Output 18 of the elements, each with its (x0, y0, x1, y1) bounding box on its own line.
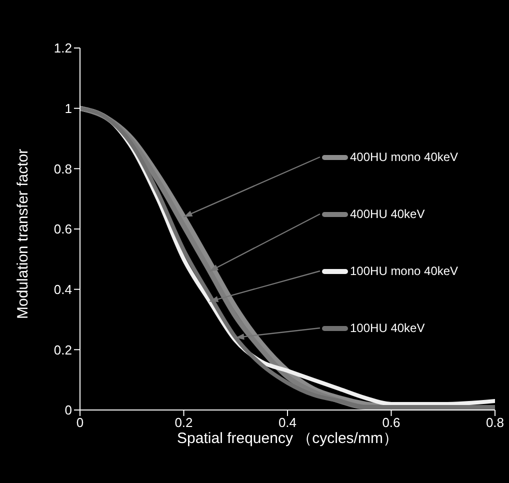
x-axis-title: Spatial frequency （cycles/mm） (177, 430, 398, 447)
x-tick-label: 0 (76, 415, 84, 430)
x-tick-label: 0.8 (486, 415, 504, 430)
legend-label: 400HU mono 40keV (350, 150, 458, 164)
y-tick-label: 0.8 (54, 161, 72, 176)
y-tick-label: 0.6 (54, 222, 72, 237)
legend-label: 400HU 40keV (350, 207, 425, 221)
legend-label: 100HU mono 40keV (350, 264, 458, 278)
x-tick-label: 0.6 (382, 415, 400, 430)
y-tick-label: 0 (64, 402, 72, 418)
y-tick-label: 1.2 (54, 40, 72, 56)
y-tick-label: 1 (64, 100, 72, 116)
x-tick-label: 0.4 (278, 415, 297, 430)
x-tick-label: 0.2 (174, 415, 193, 430)
y-tick-label: 0.2 (54, 342, 72, 358)
y-axis-title: Modulation transfer factor (14, 148, 32, 319)
y-tick-label: 0.4 (54, 282, 72, 297)
legend-label: 100HU 40keV (350, 321, 425, 335)
